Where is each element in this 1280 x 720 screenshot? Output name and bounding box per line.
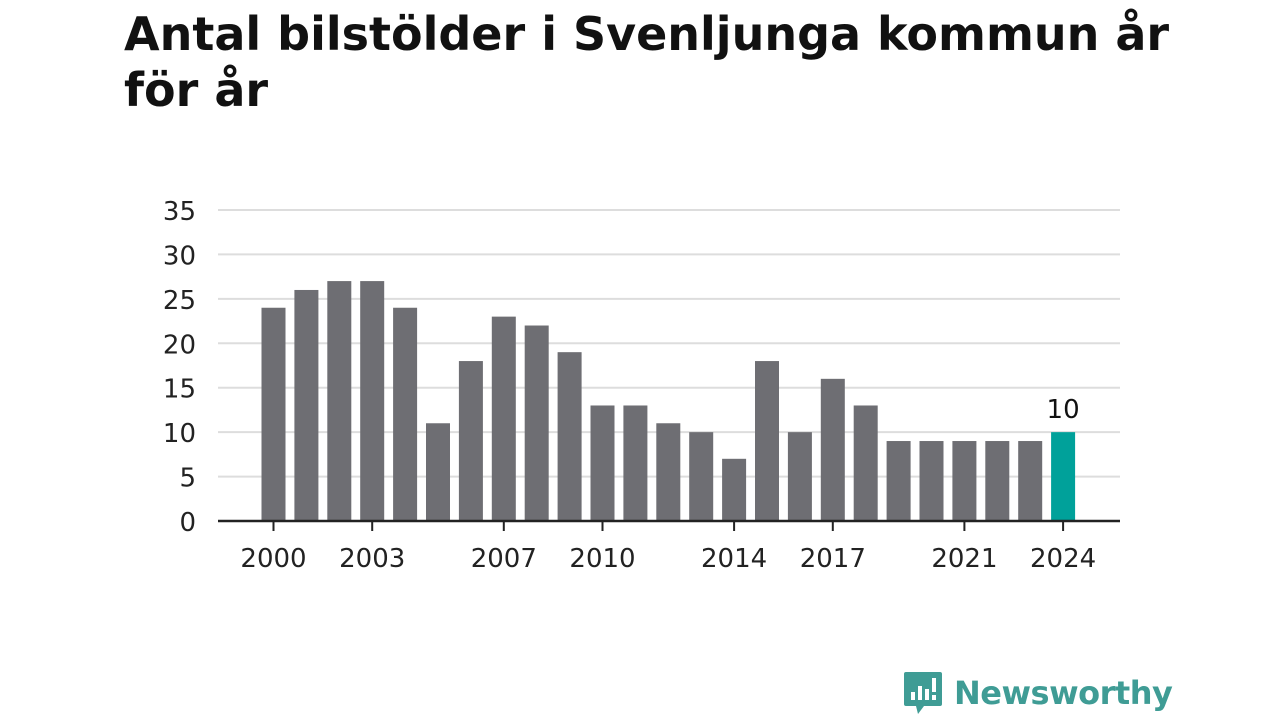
- x-tick-label: 2007: [471, 544, 537, 574]
- bar-2020: [919, 441, 944, 521]
- y-tick-label: 15: [163, 375, 196, 405]
- data-label-2024: 10: [1047, 395, 1080, 425]
- bar-2006: [458, 361, 483, 521]
- y-tick-label: 35: [163, 197, 196, 227]
- y-tick-label: 10: [163, 419, 196, 449]
- bar-2001: [294, 289, 319, 521]
- bar-2010: [590, 405, 615, 521]
- brand-name: Newsworthy: [954, 674, 1173, 712]
- brand-logo: Newsworthy: [902, 670, 1173, 716]
- bar-2011: [623, 405, 648, 521]
- bar-2005: [426, 423, 450, 521]
- x-tick-label: 2017: [800, 544, 866, 574]
- bar-2017: [820, 378, 845, 521]
- x-tick-label: 2000: [240, 544, 306, 574]
- bar-2012: [656, 423, 681, 521]
- y-tick-label: 30: [163, 241, 196, 271]
- data-labels: 10: [1047, 395, 1080, 425]
- bar-2013: [689, 432, 714, 521]
- y-tick-label: 5: [179, 464, 196, 494]
- bar-2015: [755, 361, 779, 521]
- bar-2023: [1018, 441, 1043, 521]
- x-tick-label: 2010: [569, 544, 635, 574]
- bar-2002: [327, 281, 352, 521]
- bar-2019: [886, 441, 911, 521]
- chart-title: Antal bilstölder i Svenljunga kommun år …: [124, 7, 1170, 117]
- x-axis-ticks: 2000 2003 2007 2010 2014 2017 2021 2024: [240, 521, 1096, 574]
- y-tick-label: 20: [163, 330, 196, 360]
- x-tick-label: 2024: [1030, 544, 1096, 574]
- y-axis-ticks: 0 5 10 15 20 25 30 35: [163, 197, 196, 538]
- y-tick-label: 25: [163, 286, 196, 316]
- bar-2016: [787, 432, 812, 521]
- bar-2022: [985, 441, 1010, 521]
- bars: [261, 281, 1076, 521]
- x-tick-label: 2021: [931, 544, 997, 574]
- bar-2003: [360, 281, 385, 521]
- y-tick-label: 0: [179, 508, 196, 538]
- bar-2000: [261, 307, 286, 521]
- bar-2007: [491, 316, 516, 521]
- bar-2004: [393, 307, 418, 521]
- bar-2008: [524, 325, 549, 521]
- newsworthy-logo-icon: [904, 672, 942, 714]
- x-tick-label: 2014: [701, 544, 767, 574]
- bar-2024: [1051, 432, 1076, 521]
- bar-2018: [853, 405, 878, 521]
- bar-2009: [557, 352, 582, 521]
- bar-2014: [722, 458, 747, 521]
- bar-2021: [952, 441, 977, 521]
- x-tick-label: 2003: [339, 544, 405, 574]
